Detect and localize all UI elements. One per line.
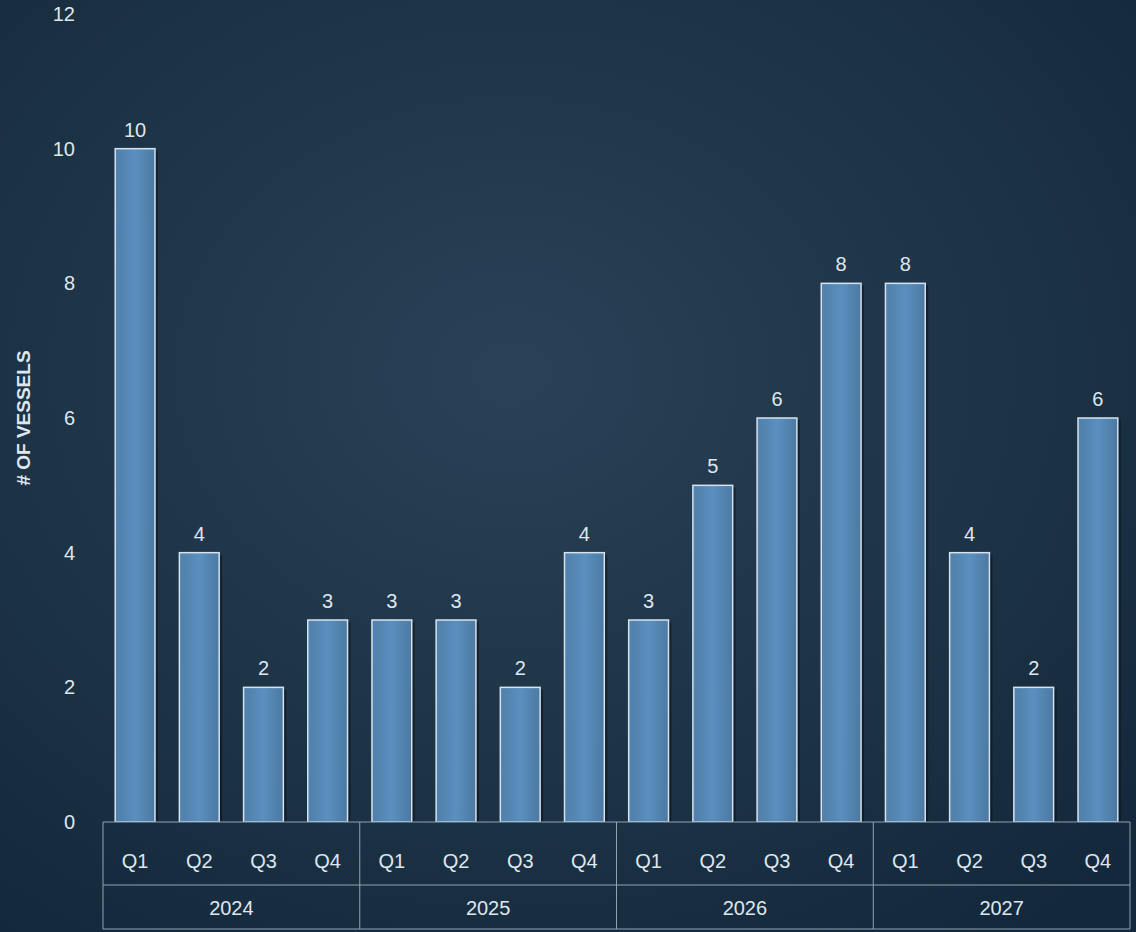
data-label: 4 (194, 523, 205, 545)
x-tick-label: Q1 (892, 850, 919, 872)
group-border (103, 822, 104, 929)
bars (115, 149, 1121, 822)
data-label: 8 (900, 253, 911, 275)
bar (372, 620, 412, 822)
data-label: 4 (964, 523, 975, 545)
group-border (1130, 822, 1131, 929)
data-label: 2 (1028, 657, 1039, 679)
x-tick-label: Q1 (635, 850, 662, 872)
group-label: 2025 (466, 897, 511, 919)
x-tick-label: Q2 (699, 850, 726, 872)
y-tick-label: 10 (53, 138, 75, 160)
x-tick-label: Q4 (828, 850, 855, 872)
x-tick-label: Q4 (1085, 850, 1112, 872)
data-label: 10 (124, 119, 146, 141)
x-tick-label: Q3 (764, 850, 791, 872)
y-tick-label: 4 (64, 542, 75, 564)
data-label: 2 (515, 657, 526, 679)
data-label: 6 (771, 388, 782, 410)
group-border (616, 822, 617, 929)
y-tick-label: 8 (64, 272, 75, 294)
group-label: 2024 (209, 897, 254, 919)
bar (1014, 687, 1054, 822)
data-label: 5 (707, 455, 718, 477)
bar (1078, 418, 1118, 822)
x-tick-label: Q1 (379, 850, 406, 872)
data-label: 2 (258, 657, 269, 679)
bar (757, 418, 797, 822)
bar (115, 149, 155, 822)
x-tick-label: Q3 (1020, 850, 1047, 872)
bar (308, 620, 348, 822)
x-tick-label: Q1 (122, 850, 149, 872)
data-label: 3 (386, 590, 397, 612)
data-label: 3 (450, 590, 461, 612)
y-tick-label: 2 (64, 676, 75, 698)
y-axis-title: # OF VESSELS (13, 350, 34, 485)
bar (950, 553, 990, 822)
x-tick-label: Q3 (250, 850, 277, 872)
bar (565, 553, 605, 822)
bar (629, 620, 669, 822)
bar (436, 620, 476, 822)
x-tick-label: Q2 (186, 850, 213, 872)
bar (693, 485, 733, 822)
y-tick-label: 12 (53, 3, 75, 25)
data-label: 3 (643, 590, 654, 612)
group-label: 2026 (723, 897, 768, 919)
data-label: 6 (1092, 388, 1103, 410)
x-tick-label: Q3 (507, 850, 534, 872)
x-tick-label: Q2 (956, 850, 983, 872)
background (0, 0, 1136, 932)
x-tick-label: Q4 (314, 850, 341, 872)
y-tick-label: 0 (64, 811, 75, 833)
data-label: 8 (836, 253, 847, 275)
bar (821, 283, 861, 822)
bar (244, 687, 284, 822)
bar (500, 687, 540, 822)
y-tick-label: 6 (64, 407, 75, 429)
bar (885, 283, 925, 822)
x-tick-label: Q4 (571, 850, 598, 872)
data-label: 3 (322, 590, 333, 612)
group-label: 2027 (979, 897, 1024, 919)
group-border (359, 822, 360, 929)
data-label: 4 (579, 523, 590, 545)
bar (179, 553, 219, 822)
x-tick-label: Q2 (443, 850, 470, 872)
group-border (873, 822, 874, 929)
